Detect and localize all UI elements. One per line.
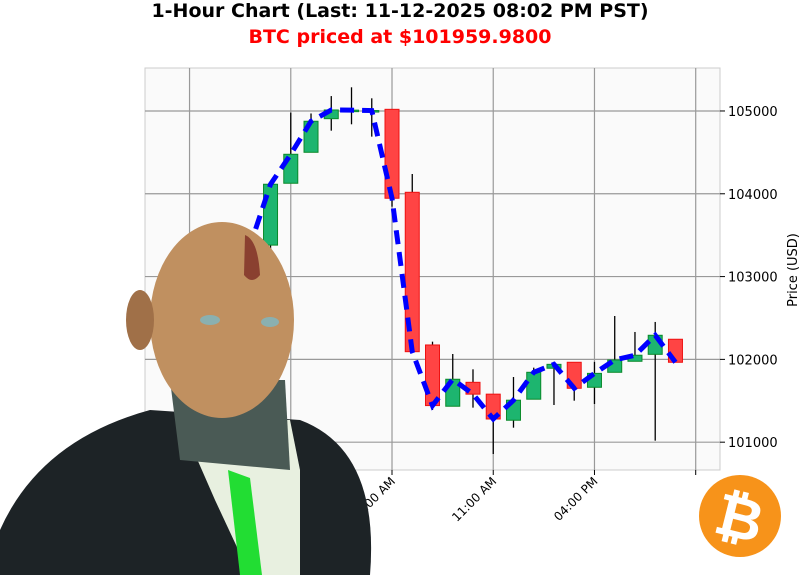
bitcoin-logo: ₿ xyxy=(699,475,781,557)
x-tick-label: 11:00 AM xyxy=(449,474,499,524)
tie xyxy=(228,470,262,575)
candle-down xyxy=(384,108,400,199)
price-subtitle: BTC priced at $101959.9800 xyxy=(248,26,552,48)
y-tick-label: 101000 xyxy=(728,436,778,451)
y-axis-label: Price (USD) xyxy=(786,233,800,307)
head-ridge xyxy=(244,235,260,280)
x-tick-label: 04:00 PM xyxy=(551,474,600,523)
chart-title: 1-Hour Chart (Last: 11-12-2025 08:02 PM … xyxy=(151,0,649,22)
candle-up xyxy=(263,183,279,246)
candle-up xyxy=(526,371,542,400)
character-illustration xyxy=(0,222,372,575)
y-tick-label: 105000 xyxy=(728,105,778,120)
candle-down xyxy=(425,344,440,407)
y-tick-label: 104000 xyxy=(728,188,778,203)
trend-line xyxy=(187,107,678,423)
y-tick-label: 102000 xyxy=(728,353,778,368)
eye xyxy=(200,315,220,325)
eye xyxy=(261,317,279,327)
y-tick-label: 103000 xyxy=(728,271,778,286)
ear xyxy=(126,290,154,350)
